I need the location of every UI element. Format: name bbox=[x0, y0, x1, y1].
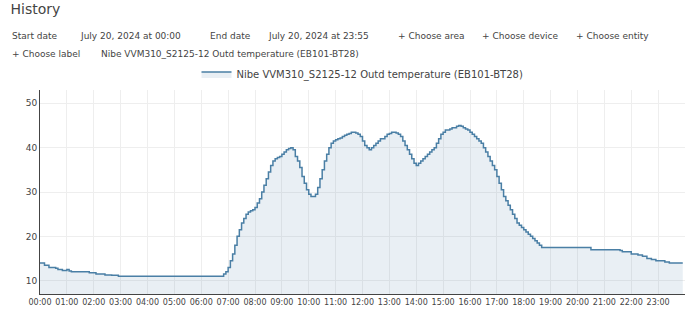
svg-text:+ Choose label: + Choose label bbox=[12, 49, 80, 59]
svg-text:+ Choose device: + Choose device bbox=[482, 31, 559, 41]
svg-text:July 20, 2024 at 23:55: July 20, 2024 at 23:55 bbox=[268, 31, 369, 41]
svg-text:23:00: 23:00 bbox=[647, 298, 670, 307]
svg-text:12:00: 12:00 bbox=[351, 298, 374, 307]
svg-text:20:00: 20:00 bbox=[566, 298, 589, 307]
svg-text:40: 40 bbox=[26, 143, 38, 153]
svg-text:End date: End date bbox=[210, 31, 251, 41]
svg-text:03:00: 03:00 bbox=[109, 298, 132, 307]
svg-text:04:00: 04:00 bbox=[136, 298, 159, 307]
svg-text:20: 20 bbox=[26, 232, 38, 242]
svg-text:21:00: 21:00 bbox=[593, 298, 616, 307]
svg-text:06:00: 06:00 bbox=[190, 298, 213, 307]
svg-text:30: 30 bbox=[26, 187, 38, 197]
svg-text:02:00: 02:00 bbox=[82, 298, 105, 307]
svg-text:09:00: 09:00 bbox=[270, 298, 293, 307]
svg-text:22:00: 22:00 bbox=[620, 298, 643, 307]
svg-text:17:00: 17:00 bbox=[485, 298, 508, 307]
svg-text:+ Choose area: + Choose area bbox=[398, 31, 465, 41]
svg-text:18:00: 18:00 bbox=[512, 298, 535, 307]
svg-text:History: History bbox=[11, 1, 61, 17]
svg-text:15:00: 15:00 bbox=[432, 298, 455, 307]
svg-text:+ Choose entity: + Choose entity bbox=[576, 31, 649, 41]
svg-text:07:00: 07:00 bbox=[217, 298, 240, 307]
svg-text:Start date: Start date bbox=[12, 31, 58, 41]
svg-text:00:00: 00:00 bbox=[28, 298, 51, 307]
svg-text:50: 50 bbox=[26, 98, 38, 108]
svg-text:13:00: 13:00 bbox=[378, 298, 401, 307]
svg-text:11:00: 11:00 bbox=[324, 298, 347, 307]
svg-text:05:00: 05:00 bbox=[163, 298, 186, 307]
svg-text:01:00: 01:00 bbox=[55, 298, 78, 307]
svg-text:16:00: 16:00 bbox=[458, 298, 481, 307]
svg-text:14:00: 14:00 bbox=[405, 298, 428, 307]
svg-text:10:00: 10:00 bbox=[297, 298, 320, 307]
svg-text:08:00: 08:00 bbox=[243, 298, 266, 307]
svg-text:Nibe VVM310_S2125-12 Outd temp: Nibe VVM310_S2125-12 Outd temperature (E… bbox=[101, 49, 359, 59]
svg-text:10: 10 bbox=[26, 276, 38, 286]
svg-text:19:00: 19:00 bbox=[539, 298, 562, 307]
svg-text:Nibe VVM310_S2125-12 Outd temp: Nibe VVM310_S2125-12 Outd temperature (E… bbox=[237, 69, 523, 81]
svg-text:July 20, 2024 at 00:00: July 20, 2024 at 00:00 bbox=[80, 31, 181, 41]
